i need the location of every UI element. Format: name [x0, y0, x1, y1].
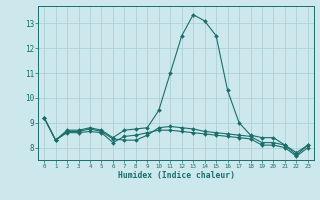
X-axis label: Humidex (Indice chaleur): Humidex (Indice chaleur)	[117, 171, 235, 180]
